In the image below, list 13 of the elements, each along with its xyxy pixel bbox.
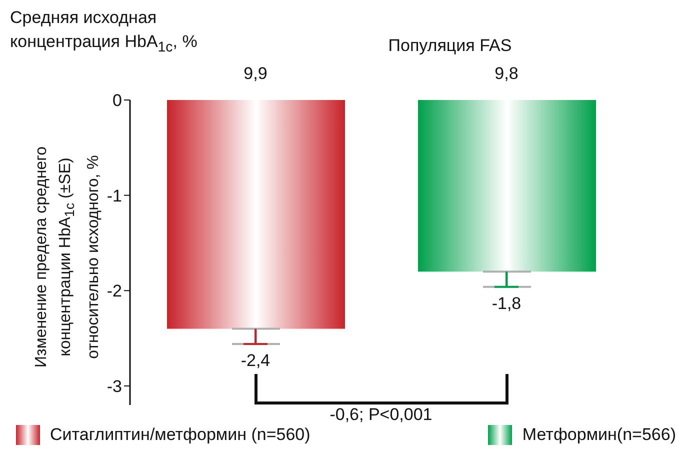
data-label: -1,8 xyxy=(492,294,522,313)
chart-title: Популяция FAS xyxy=(387,36,513,56)
x-tick-label: Метформин(n=566) xyxy=(522,425,676,445)
x-tick-label: Ситаглиптин/метформин (n=560) xyxy=(50,425,310,445)
y-tick-label: -3 xyxy=(106,376,122,396)
text: 9,9 xyxy=(242,64,268,84)
text: 9,8 xyxy=(494,64,520,84)
y-tick-label: -1 xyxy=(106,186,122,206)
y-tick-label: -2 xyxy=(106,282,122,301)
data-label: -2,4 xyxy=(240,351,270,370)
y-tick-label: 0 xyxy=(112,91,122,110)
chart-subtitle: Средняя исходная концентрация HbA$_{1c}$, % xyxy=(10,7,198,58)
annotation: -0,6; P<0,001 xyxy=(328,405,434,425)
